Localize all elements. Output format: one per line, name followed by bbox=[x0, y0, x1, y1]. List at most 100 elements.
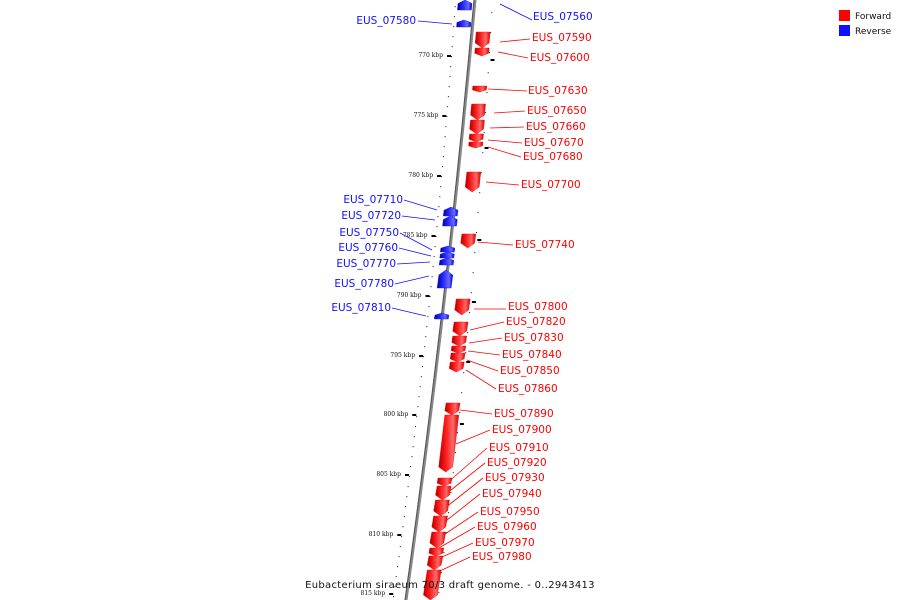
gene-label[interactable]: EUS_07920 bbox=[487, 457, 547, 469]
gene-arrow[interactable] bbox=[470, 103, 486, 121]
gene-label[interactable]: EUS_07960 bbox=[477, 521, 537, 533]
gene-label[interactable]: EUS_07890 bbox=[494, 408, 554, 420]
gene-label[interactable]: EUS_07780 bbox=[334, 278, 394, 290]
gene-arrow[interactable] bbox=[423, 569, 442, 600]
genome-backbone bbox=[404, 0, 477, 600]
gene-arrow[interactable] bbox=[448, 361, 465, 373]
gene-arrow[interactable] bbox=[440, 245, 456, 253]
gene-label[interactable]: EUS_07940 bbox=[482, 488, 542, 500]
gene-label[interactable]: EUS_07740 bbox=[515, 239, 575, 251]
label-leader bbox=[468, 337, 503, 344]
gene-arrow[interactable] bbox=[460, 233, 477, 249]
tick-mark bbox=[437, 175, 442, 177]
scale-dot bbox=[450, 492, 452, 494]
gene-label[interactable]: EUS_07950 bbox=[480, 506, 540, 518]
gene-arrow[interactable] bbox=[457, 0, 473, 11]
gene-label[interactable]: EUS_07810 bbox=[331, 302, 391, 314]
gene-arrow[interactable] bbox=[474, 47, 490, 57]
gene-label[interactable]: EUS_07630 bbox=[528, 85, 588, 97]
label-leader bbox=[399, 232, 433, 251]
gene-arrow[interactable] bbox=[433, 499, 450, 517]
scale-dot bbox=[413, 436, 415, 438]
gene-arrow[interactable] bbox=[438, 414, 460, 473]
tick-mark bbox=[484, 147, 489, 149]
gene-label[interactable]: EUS_07750 bbox=[339, 227, 399, 239]
tick-mark bbox=[447, 55, 451, 57]
gene-arrow[interactable] bbox=[454, 298, 471, 316]
gene-label[interactable]: EUS_07670 bbox=[524, 137, 584, 149]
gene-arrow[interactable] bbox=[449, 352, 466, 363]
gene-label[interactable]: EUS_07680 bbox=[523, 151, 583, 163]
gene-arrow[interactable] bbox=[444, 402, 461, 416]
scale-dot bbox=[480, 172, 482, 174]
gene-label[interactable]: EUS_07850 bbox=[500, 365, 560, 377]
gene-label[interactable]: EUS_07900 bbox=[492, 424, 552, 436]
scale-dot bbox=[459, 412, 461, 414]
tick-label: 795 kbp bbox=[390, 352, 415, 359]
scale-dot bbox=[472, 272, 474, 274]
gene-arrow[interactable] bbox=[431, 515, 448, 533]
gene-arrow[interactable] bbox=[442, 215, 458, 227]
gene-arrow[interactable] bbox=[436, 477, 453, 487]
scale-dot bbox=[410, 466, 412, 468]
gene-arrow[interactable] bbox=[451, 335, 467, 347]
tick-label: 810 kbp bbox=[369, 531, 394, 538]
scale-ticks: 770 kbp 775 kbp 780 kbp 785 kbp 790 kbp 795 k… bbox=[361, 52, 495, 597]
scale-dot bbox=[428, 306, 430, 308]
gene-label[interactable]: EUS_07650 bbox=[527, 105, 587, 117]
label-leader bbox=[417, 20, 453, 25]
gene-label[interactable]: EUS_07660 bbox=[526, 121, 586, 133]
gene-label[interactable]: EUS_07710 bbox=[343, 194, 403, 206]
gene-arrow[interactable] bbox=[456, 19, 472, 28]
gene-arrow[interactable] bbox=[474, 31, 491, 49]
gene-label[interactable]: EUS_07980 bbox=[472, 551, 532, 563]
gene-arrow[interactable] bbox=[428, 547, 445, 557]
gene-label[interactable]: EUS_07970 bbox=[475, 537, 535, 549]
gene-arrow[interactable] bbox=[450, 345, 467, 354]
gene-label[interactable]: EUS_07770 bbox=[336, 258, 396, 270]
gene-arrow[interactable] bbox=[464, 171, 482, 193]
scale-dot bbox=[423, 356, 425, 358]
gene-arrow[interactable] bbox=[468, 141, 484, 149]
gene-label[interactable]: EUS_07910 bbox=[489, 442, 549, 454]
gene-arrow[interactable] bbox=[468, 133, 484, 143]
tick-mark bbox=[431, 235, 436, 237]
gene-label[interactable]: EUS_07590 bbox=[532, 32, 592, 44]
gene-label[interactable]: EUS_07840 bbox=[502, 349, 562, 361]
scale-dot bbox=[426, 326, 428, 328]
label-leader bbox=[487, 88, 528, 92]
gene-arrow[interactable] bbox=[472, 85, 488, 93]
tick-label: 790 kbp bbox=[397, 292, 422, 299]
scale-dot bbox=[407, 486, 409, 488]
label-leader bbox=[444, 477, 484, 509]
gene-arrow[interactable] bbox=[438, 257, 455, 266]
label-leader bbox=[469, 321, 505, 331]
gene-arrow[interactable] bbox=[435, 485, 452, 501]
gene-label[interactable]: EUS_07930 bbox=[485, 472, 545, 484]
gene-label[interactable]: EUS_07800 bbox=[508, 301, 568, 313]
gene-label[interactable]: EUS_07860 bbox=[498, 383, 558, 395]
gene-arrow[interactable] bbox=[426, 555, 444, 571]
gene-label[interactable]: EUS_07600 bbox=[530, 52, 590, 64]
gene-arrow[interactable] bbox=[469, 119, 485, 135]
gene-label[interactable]: EUS_07560 bbox=[533, 11, 593, 23]
gene-arrow[interactable] bbox=[452, 321, 469, 337]
label-leader bbox=[403, 199, 438, 211]
gene-label[interactable]: EUS_07720 bbox=[341, 210, 401, 222]
scale-dot bbox=[444, 136, 446, 138]
gene-label[interactable]: EUS_07760 bbox=[338, 242, 398, 254]
label-leader bbox=[401, 215, 436, 221]
gene-arrow[interactable] bbox=[429, 531, 447, 549]
scale-dot bbox=[417, 406, 419, 408]
label-leader bbox=[441, 493, 481, 525]
gene-arrow[interactable] bbox=[436, 269, 454, 289]
gene-arrow[interactable] bbox=[439, 251, 455, 259]
legend-swatch-reverse bbox=[839, 25, 850, 36]
gene-label[interactable]: EUS_07580 bbox=[356, 15, 416, 27]
gene-label[interactable]: EUS_07700 bbox=[521, 179, 581, 191]
gene-label[interactable]: EUS_07830 bbox=[504, 332, 564, 344]
gene-arrow[interactable] bbox=[434, 312, 450, 320]
scale-dot bbox=[447, 106, 449, 108]
scale-dot bbox=[453, 26, 455, 28]
gene-label[interactable]: EUS_07820 bbox=[506, 316, 566, 328]
